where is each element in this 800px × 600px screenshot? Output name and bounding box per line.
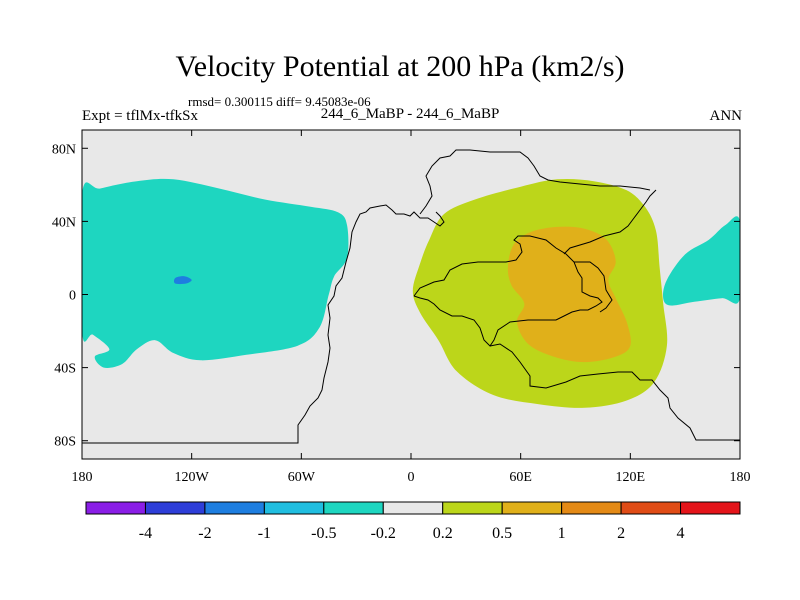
experiment-label: Expt = tflMx-tfkSx xyxy=(82,108,198,124)
stats-line: rmsd= 0.300115 diff= 9.45083e-06 xyxy=(188,94,371,109)
x-tick-label: 180 xyxy=(72,470,93,485)
x-tick-label: 60E xyxy=(509,470,532,485)
axis-ticks-layer: 180 120W 60W 0 60E 120E 180 80N 40N 0 40S 80S xyxy=(52,130,751,485)
y-tick-label: 80N xyxy=(52,142,76,157)
x-tick-label: 60W xyxy=(288,470,316,485)
season-label: ANN xyxy=(709,108,743,124)
coastline-south-asia xyxy=(574,261,613,313)
colorbar-label: -2 xyxy=(198,525,211,542)
chart-title: Velocity Potential at 200 hPa (km2/s) xyxy=(175,50,625,83)
contour-region-negative-core-west xyxy=(173,276,192,285)
colorbar-swatch xyxy=(501,501,563,515)
coastline-layer xyxy=(82,149,740,444)
colorbar: -4 -2 -1 -0.5 -0.2 0.2 0.5 1 2 4 xyxy=(85,501,741,542)
y-tick-label: 80S xyxy=(54,435,76,450)
x-tick-label: 120E xyxy=(616,470,646,485)
coastline-africa xyxy=(413,235,603,347)
colorbar-label: -0.5 xyxy=(311,525,336,542)
colorbar-swatch xyxy=(382,501,444,515)
colorbar-label: 4 xyxy=(677,525,685,542)
colorbar-label: -1 xyxy=(258,525,271,542)
x-tick-label: 180 xyxy=(730,470,751,485)
coastline-eurasia-north xyxy=(419,149,651,215)
y-tick-label: 0 xyxy=(69,289,76,304)
colorbar-swatch xyxy=(561,501,622,515)
x-tick-label: 120W xyxy=(175,470,210,485)
colorbar-label: 0.5 xyxy=(492,525,512,542)
colorbar-label: 1 xyxy=(558,525,566,542)
y-tick-label: 40S xyxy=(54,362,76,377)
colorbar-swatch xyxy=(680,501,741,515)
y-tick-label: 40N xyxy=(52,215,76,230)
colorbar-label: 0.2 xyxy=(433,525,453,542)
coastline-asia xyxy=(563,189,657,255)
colorbar-swatch xyxy=(442,501,503,515)
colorbar-swatch xyxy=(323,501,384,515)
colorbar-swatch xyxy=(144,501,206,515)
coastline-south xyxy=(489,343,740,441)
colorbar-swatch xyxy=(263,501,325,515)
colorbar-swatch xyxy=(620,501,682,515)
colorbar-label: -0.2 xyxy=(371,525,396,542)
colorbar-label: -4 xyxy=(139,525,152,542)
x-tick-label: 0 xyxy=(408,470,415,485)
contour-region-negative-anomaly-east xyxy=(663,216,740,306)
contour-region-positive-core xyxy=(507,226,631,363)
contour-region-negative-anomaly-west xyxy=(82,178,349,368)
coastline-americas xyxy=(82,204,445,444)
colorbar-label: 2 xyxy=(617,525,625,542)
case-label: 244_6_MaBP - 244_6_MaBP xyxy=(320,106,500,122)
colorbar-swatch xyxy=(204,501,265,515)
colorbar-swatch xyxy=(85,501,146,515)
